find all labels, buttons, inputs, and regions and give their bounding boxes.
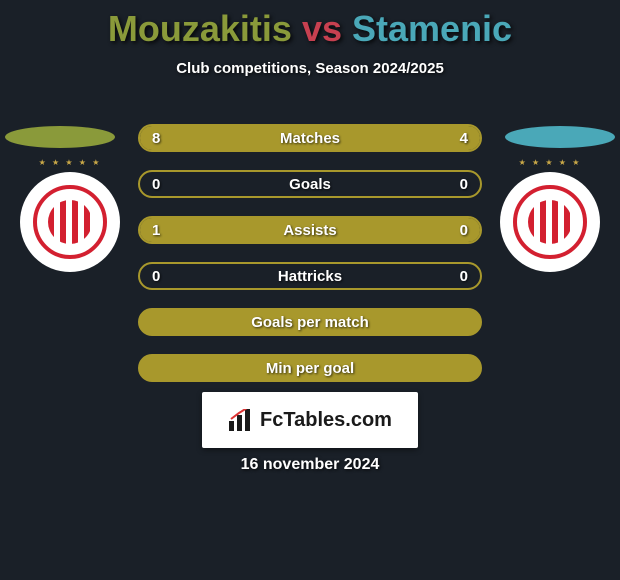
- comparison-title: Mouzakitis vs Stamenic: [0, 0, 620, 50]
- fctables-logo: FcTables.com: [202, 392, 418, 448]
- stat-value-right: 0: [460, 268, 468, 285]
- stat-value-right: 4: [460, 130, 468, 147]
- stat-value-left: 0: [152, 268, 160, 285]
- badge-stars-icon: ★ ★ ★ ★ ★: [500, 158, 600, 167]
- player1-name: Mouzakitis: [108, 8, 292, 49]
- stat-row: Hattricks0 0: [138, 262, 482, 290]
- stat-value-left: 8: [152, 130, 160, 147]
- stat-label: Hattricks: [140, 268, 480, 285]
- club-crest-icon: [513, 185, 587, 259]
- stat-value-left: 0: [152, 176, 160, 193]
- player1-club-badge: ★ ★ ★ ★ ★: [20, 172, 120, 272]
- logo-text: FcTables.com: [260, 409, 392, 432]
- player2-club-badge: ★ ★ ★ ★ ★: [500, 172, 600, 272]
- stat-value-right: 0: [460, 222, 468, 239]
- bars-icon: [228, 409, 254, 431]
- stat-value-right: 0: [460, 176, 468, 193]
- stat-label: Goals per match: [140, 314, 480, 331]
- vs-separator: vs: [302, 8, 342, 49]
- stat-row: Goals per match: [138, 308, 482, 336]
- stat-row: Matches8 4: [138, 124, 482, 152]
- player2-platform: [505, 126, 615, 148]
- comparison-rows: Matches84Goals00Assists10Hattricks00Goal…: [138, 124, 482, 400]
- stat-row: Assists1 0: [138, 216, 482, 244]
- stat-value-left: 1: [152, 222, 160, 239]
- subtitle: Club competitions, Season 2024/2025: [0, 60, 620, 77]
- club-crest-icon: [33, 185, 107, 259]
- badge-stars-icon: ★ ★ ★ ★ ★: [20, 158, 120, 167]
- player2-name: Stamenic: [352, 8, 512, 49]
- player1-platform: [5, 126, 115, 148]
- stat-label: Assists: [140, 222, 480, 239]
- stat-label: Goals: [140, 176, 480, 193]
- footer-date: 16 november 2024: [0, 456, 620, 474]
- stat-row: Goals0 0: [138, 170, 482, 198]
- stat-label: Matches: [140, 130, 480, 147]
- stat-row: Min per goal: [138, 354, 482, 382]
- stat-label: Min per goal: [140, 360, 480, 377]
